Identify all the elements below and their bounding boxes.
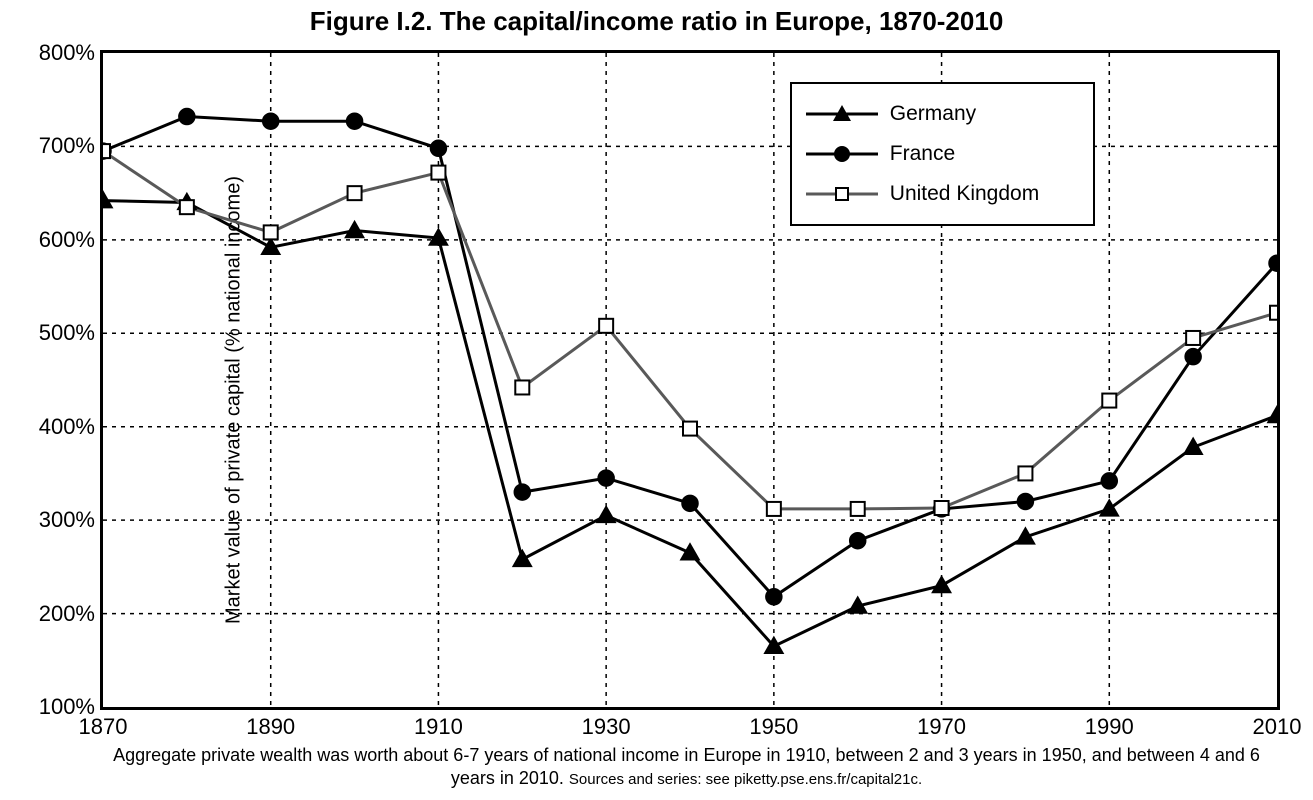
legend-label: Germany <box>890 102 976 126</box>
x-tick-label: 1870 <box>79 714 128 740</box>
x-tick-label: 2010 <box>1253 714 1302 740</box>
y-tick-label: 800% <box>15 40 95 66</box>
caption-source: Sources and series: see piketty.pse.ens.… <box>569 771 922 788</box>
x-tick-label: 1890 <box>246 714 295 740</box>
legend-row: United Kingdom <box>806 174 1075 214</box>
y-tick-label: 300% <box>15 507 95 533</box>
y-tick-label: 200% <box>15 601 95 627</box>
chart-caption: Aggregate private wealth was worth about… <box>100 744 1273 789</box>
legend-swatch <box>806 102 878 126</box>
y-tick-label: 600% <box>15 227 95 253</box>
x-tick-label: 1950 <box>749 714 798 740</box>
x-tick-label: 1930 <box>582 714 631 740</box>
chart-title: Figure I.2. The capital/income ratio in … <box>0 6 1313 37</box>
legend-swatch <box>806 142 878 166</box>
legend-swatch <box>806 182 878 206</box>
legend-row: France <box>806 134 1075 174</box>
y-tick-label: 700% <box>15 133 95 159</box>
x-tick-label: 1910 <box>414 714 463 740</box>
y-tick-label: 400% <box>15 414 95 440</box>
x-tick-label: 1970 <box>917 714 966 740</box>
legend-label: France <box>890 142 955 166</box>
figure-container: Figure I.2. The capital/income ratio in … <box>0 0 1313 800</box>
y-tick-label: 500% <box>15 320 95 346</box>
legend-label: United Kingdom <box>890 182 1039 206</box>
chart-svg <box>103 53 1277 707</box>
legend: Germany France United Kingdom <box>790 82 1095 226</box>
x-tick-label: 1990 <box>1085 714 1134 740</box>
legend-row: Germany <box>806 94 1075 134</box>
plot-area: Germany France United Kingdom <box>100 50 1280 710</box>
